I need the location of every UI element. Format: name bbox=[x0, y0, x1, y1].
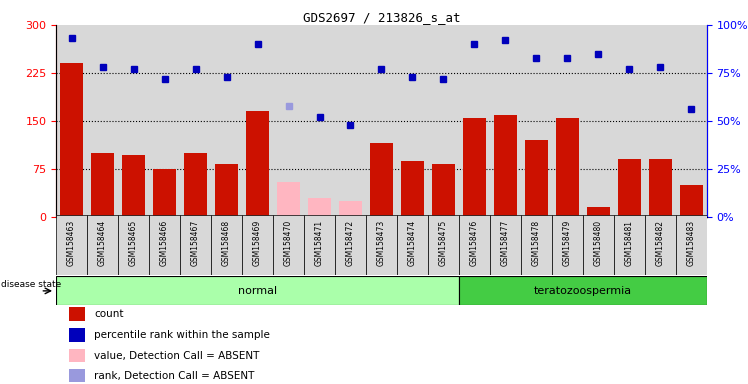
Bar bbox=[552, 215, 583, 275]
Text: GSM158469: GSM158469 bbox=[253, 220, 262, 266]
Bar bbox=[184, 153, 207, 217]
Text: GSM158480: GSM158480 bbox=[594, 220, 603, 266]
Bar bbox=[521, 215, 552, 275]
Text: GSM158481: GSM158481 bbox=[625, 220, 634, 266]
Bar bbox=[366, 215, 397, 275]
Bar bbox=[211, 215, 242, 275]
Text: GSM158473: GSM158473 bbox=[377, 220, 386, 266]
Bar bbox=[428, 215, 459, 275]
Bar bbox=[308, 198, 331, 217]
Text: count: count bbox=[94, 309, 124, 319]
Bar bbox=[277, 182, 300, 217]
Bar bbox=[273, 215, 304, 275]
Bar bbox=[69, 328, 85, 342]
Text: disease state: disease state bbox=[1, 280, 61, 289]
Bar bbox=[645, 215, 676, 275]
Bar bbox=[401, 161, 424, 217]
Bar bbox=[122, 155, 145, 217]
Text: GSM158482: GSM158482 bbox=[656, 220, 665, 266]
Bar bbox=[586, 207, 610, 217]
Text: GSM158478: GSM158478 bbox=[532, 220, 541, 266]
Text: GSM158472: GSM158472 bbox=[346, 220, 355, 266]
Text: GSM158468: GSM158468 bbox=[222, 220, 231, 266]
Bar bbox=[69, 369, 85, 382]
Bar bbox=[339, 201, 362, 217]
Bar bbox=[459, 276, 707, 305]
Bar bbox=[614, 215, 645, 275]
Bar bbox=[87, 215, 118, 275]
Bar bbox=[69, 307, 85, 321]
Bar bbox=[490, 215, 521, 275]
Bar bbox=[397, 215, 428, 275]
Text: GSM158464: GSM158464 bbox=[98, 220, 107, 266]
Text: GSM158465: GSM158465 bbox=[129, 220, 138, 266]
Bar bbox=[215, 164, 238, 217]
Bar bbox=[463, 118, 486, 217]
Bar bbox=[118, 215, 149, 275]
Bar bbox=[60, 63, 83, 217]
Bar bbox=[242, 215, 273, 275]
Bar bbox=[649, 159, 672, 217]
Bar bbox=[676, 215, 707, 275]
Bar bbox=[149, 215, 180, 275]
Bar bbox=[618, 159, 641, 217]
Bar bbox=[680, 185, 703, 217]
Bar bbox=[304, 215, 335, 275]
Bar bbox=[91, 153, 114, 217]
Text: GSM158474: GSM158474 bbox=[408, 220, 417, 266]
Bar bbox=[153, 169, 177, 217]
Text: GSM158470: GSM158470 bbox=[284, 220, 293, 266]
Bar bbox=[525, 140, 548, 217]
Title: GDS2697 / 213826_s_at: GDS2697 / 213826_s_at bbox=[303, 11, 460, 24]
Text: percentile rank within the sample: percentile rank within the sample bbox=[94, 330, 270, 340]
Text: teratozoospermia: teratozoospermia bbox=[534, 286, 632, 296]
Text: GSM158477: GSM158477 bbox=[501, 220, 510, 266]
Text: GSM158483: GSM158483 bbox=[687, 220, 696, 266]
Text: GSM158463: GSM158463 bbox=[67, 220, 76, 266]
Bar bbox=[56, 276, 459, 305]
Bar bbox=[56, 215, 87, 275]
Text: rank, Detection Call = ABSENT: rank, Detection Call = ABSENT bbox=[94, 371, 255, 381]
Text: GSM158466: GSM158466 bbox=[160, 220, 169, 266]
Text: value, Detection Call = ABSENT: value, Detection Call = ABSENT bbox=[94, 351, 260, 361]
Text: GSM158467: GSM158467 bbox=[191, 220, 200, 266]
Bar bbox=[335, 215, 366, 275]
Text: GSM158476: GSM158476 bbox=[470, 220, 479, 266]
Text: GSM158471: GSM158471 bbox=[315, 220, 324, 266]
Bar bbox=[459, 215, 490, 275]
Bar bbox=[69, 349, 85, 362]
Bar bbox=[494, 114, 517, 217]
Text: GSM158479: GSM158479 bbox=[563, 220, 572, 266]
Bar bbox=[246, 111, 269, 217]
Bar bbox=[583, 215, 614, 275]
Bar bbox=[432, 164, 455, 217]
Text: GSM158475: GSM158475 bbox=[439, 220, 448, 266]
Bar bbox=[370, 143, 393, 217]
Bar bbox=[556, 118, 579, 217]
Bar bbox=[180, 215, 211, 275]
Text: normal: normal bbox=[238, 286, 277, 296]
